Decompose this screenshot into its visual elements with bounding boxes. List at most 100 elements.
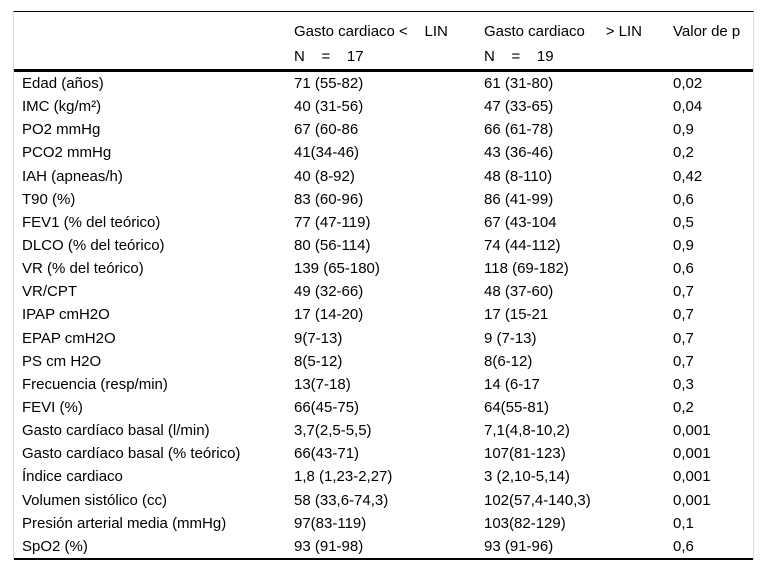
cell-group2-value: 48 (37-60) [484,283,554,301]
cell-group2-value: 17 (15-21 [484,306,549,324]
cell-p-value: 0,5 [673,213,694,231]
header-group1: Gasto cardiaco < LIN N = 17 [294,12,484,69]
table-row: Gasto cardíaco basal (l/min) 3,7(2,5-5,5)… [14,419,753,442]
cell-group2-value: 9 (7-13) [484,329,537,347]
header-group1-title: Gasto cardiaco < LIN [294,23,448,40]
table-row: T90 (%) 83 (60-96) 86 (41-99) 0,6 [14,188,753,211]
table-row: IPAP cmH2O 17 (14-20) 17 (15-21 0,7 [14,303,753,326]
header-pvalue: Valor de p [673,12,753,69]
table-row: EPAP cmH2O 9(7-13) 9 (7-13) 0,7 [14,327,753,350]
table-row: VR/CPT 49 (32-66) 48 (37-60) 0,7 [14,280,753,303]
cell-group1-value: 83 (60-96) [294,190,364,208]
header-empty-cell [14,12,294,69]
table-row: Índice cardiaco 1,8 (1,23-2,27) 3 (2,10-5,… [14,465,753,488]
cell-group2-value: 86 (41-99) [484,190,554,208]
row-label: EPAP cmH2O [22,329,116,347]
row-label: IPAP cmH2O [22,306,110,324]
cell-p-value: 0,42 [673,167,703,185]
row-label: Índice cardiaco [22,468,123,486]
table-row: PCO2 mmHg 41(34-46) 43 (36-46) 0,2 [14,141,753,164]
cell-group2-value: 43 (36-46) [484,144,554,162]
table-row: Frecuencia (resp/min) 13(7-18) 14 (6-17 0,3 [14,373,753,396]
cell-p-value: 0,2 [673,398,694,416]
cell-p-value: 0,02 [673,75,703,92]
cell-group1-value: 41(34-46) [294,144,360,162]
cell-group2-value: 66 (61-78) [484,121,554,139]
table-header: Gasto cardiaco < LIN N = 17 Gasto cardia… [14,12,753,72]
cell-p-value: 0,7 [673,283,694,301]
cell-group1-value: 66(45-75) [294,398,360,416]
cell-group1-value: 139 (65-180) [294,260,380,278]
row-label: FEVI (%) [22,398,83,416]
table-row: IAH (apneas/h) 40 (8-92) 48 (8-110) 0,42 [14,165,753,188]
row-label: PO2 mmHg [22,121,101,139]
cell-group2-value: 14 (6-17 [484,375,540,393]
cell-group2-value: 8(6-12) [484,352,533,370]
cell-group2-value: 64(55-81) [484,398,550,416]
row-label: Volumen sistólico (cc) [22,491,168,509]
cell-p-value: 0,1 [673,514,694,532]
cell-group2-value: 107(81-123) [484,445,566,463]
table-row: DLCO (% del teórico) 80 (56-114) 74 (44-11… [14,234,753,257]
header-pvalue-title: Valor de p [673,23,741,40]
cell-group1-value: 40 (8-92) [294,167,355,185]
cell-p-value: 0,6 [673,190,694,208]
cell-group2-value: 93 (91-96) [484,537,554,555]
cell-group1-value: 3,7(2,5-5,5) [294,422,372,440]
row-label: SpO2 (%) [22,537,88,555]
cell-group2-value: 7,1(4,8-10,2) [484,422,570,440]
table-row: FEVI (%) 66(45-75) 64(55-81) 0,2 [14,396,753,419]
cell-p-value: 0,7 [673,306,694,324]
table-row: IMC (kg/m²) 40 (31-56) 47 (33-65) 0,04 [14,95,753,118]
cell-p-value: 0,04 [673,98,703,116]
table-row: PO2 mmHg 67 (60-86 66 (61-78) 0,9 [14,118,753,141]
cell-p-value: 0,9 [673,236,694,254]
header-group1-n: N = 17 [294,48,364,65]
cell-group1-value: 8(5-12) [294,352,343,370]
table-row: SpO2 (%) 93 (91-98) 93 (91-96) 0,6 [14,535,753,558]
table-row: Edad (años) 71 (55-82) 61 (31-80) 0,02 [14,72,753,95]
cell-p-value: 0,7 [673,352,694,370]
row-label: IMC (kg/m²) [22,98,102,116]
row-label: T90 (%) [22,190,76,208]
comparison-table: Gasto cardiaco < LIN N = 17 Gasto cardia… [13,11,754,560]
cell-group2-value: 67 (43-104 [484,213,557,231]
row-label: VR (% del teórico) [22,260,144,278]
cell-group2-value: 118 (69-182) [484,260,569,278]
row-label: Presión arterial media (mmHg) [22,514,227,532]
cell-p-value: 0,3 [673,375,694,393]
cell-group1-value: 67 (60-86 [294,121,359,139]
table-row: FEV1 (% del teórico) 77 (47-119) 67 (43-10… [14,211,753,234]
cell-p-value: 0,001 [673,422,711,440]
cell-group1-value: 13(7-18) [294,375,351,393]
cell-group1-value: 93 (91-98) [294,537,364,555]
row-label: DLCO (% del teórico) [22,236,165,254]
cell-group2-value: 103(82-129) [484,514,566,532]
cell-p-value: 0,6 [673,260,694,278]
cell-group2-value: 3 (2,10-5,14) [484,468,570,486]
cell-group1-value: 40 (31-56) [294,98,364,116]
cell-group1-value: 71 (55-82) [294,75,364,92]
cell-group1-value: 17 (14-20) [294,306,364,324]
cell-group1-value: 80 (56-114) [294,236,371,254]
row-label: Gasto cardíaco basal (l/min) [22,422,210,440]
cell-p-value: 0,001 [673,468,711,486]
row-label: Frecuencia (resp/min) [22,375,168,393]
cell-p-value: 0,9 [673,121,694,139]
table-row: Volumen sistólico (cc) 58 (33,6-74,3) 102(… [14,489,753,512]
header-group2: Gasto cardiaco > LIN N = 19 [484,12,673,69]
cell-p-value: 0,001 [673,445,711,463]
cell-group1-value: 49 (32-66) [294,283,364,301]
cell-p-value: 0,6 [673,537,694,555]
cell-p-value: 0,7 [673,329,694,347]
row-label: VR/CPT [22,283,78,301]
cell-p-value: 0,2 [673,144,694,162]
cell-group2-value: 48 (8-110) [484,167,553,185]
row-label: PS cm H2O [22,352,102,370]
table-body: Edad (años) 71 (55-82) 61 (31-80) 0,02 IMC (… [14,72,753,560]
cell-group2-value: 102(57,4-140,3) [484,491,591,509]
table-row: VR (% del teórico) 139 (65-180) 118 (69-18… [14,257,753,280]
table-row: Gasto cardíaco basal (% teórico) 66(43-71… [14,442,753,465]
row-label: Edad (años) [22,75,104,92]
